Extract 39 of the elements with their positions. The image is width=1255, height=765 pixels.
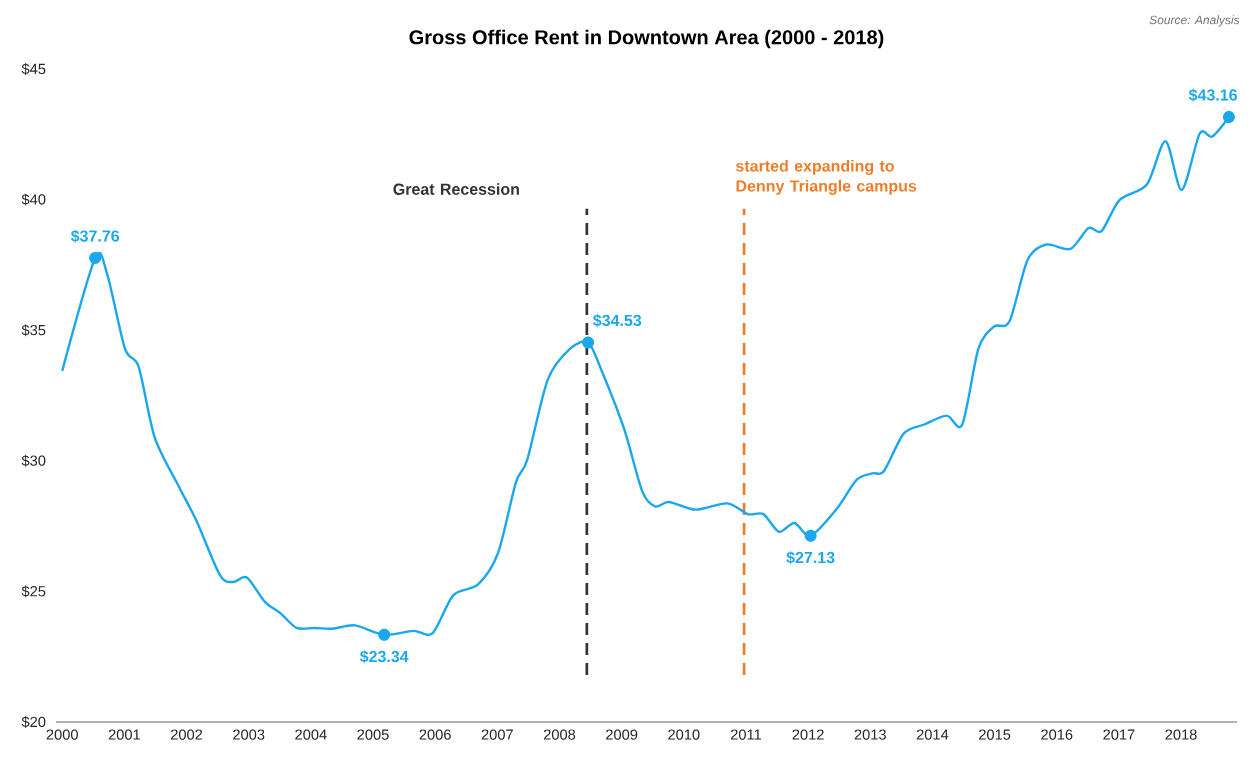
x-tick-label: 2016	[1041, 729, 1073, 740]
x-tick-label: 2005	[357, 729, 389, 740]
x-tick-label: 2007	[481, 729, 513, 740]
x-tick-label: 2001	[108, 729, 140, 740]
x-tick-label: 2014	[916, 729, 949, 740]
x-tick-label: 2013	[854, 729, 886, 740]
x-tick-label: 2000	[46, 729, 78, 740]
annotation: $43.16	[1188, 88, 1237, 102]
x-tick-label: 2004	[295, 729, 327, 740]
y-tick-label: $30	[21, 454, 46, 467]
x-tick-label: 2017	[1103, 729, 1135, 740]
ref-line-label: Great Recession	[393, 183, 519, 195]
annotation: $34.53	[593, 314, 642, 328]
x-tick-label: 2006	[419, 729, 451, 740]
x-tick-label: 2010	[668, 729, 700, 740]
x-tick-label: 2008	[543, 729, 576, 740]
x-tick-label: 2009	[606, 729, 638, 740]
ref-line-label: started expanding to Denny Triangle campus	[736, 159, 917, 195]
point	[804, 529, 817, 542]
point	[1222, 111, 1235, 124]
x-tick-label: 2002	[170, 729, 203, 740]
y-tick-label: $20	[21, 716, 46, 728]
chart-title: Gross Office Rent in Downtown Area (2000 - 2018)	[409, 29, 884, 49]
point	[89, 252, 102, 265]
point	[582, 336, 595, 349]
x-tick-label: 2003	[233, 729, 265, 740]
y-tick-label: $35	[21, 324, 46, 337]
y-tick-label: $25	[21, 585, 46, 598]
annotation: $37.76	[70, 229, 120, 243]
y-tick-label: $45	[21, 63, 46, 75]
y-tick-label: $40	[21, 193, 46, 206]
annotation: $23.34	[359, 650, 409, 664]
point	[378, 628, 391, 641]
x-tick-label: 2012	[792, 729, 824, 740]
x-tick-label: 2011	[730, 729, 762, 740]
x-tick-label: 2018	[1165, 729, 1197, 740]
x-tick-label: 2015	[979, 729, 1011, 740]
source-note: Source: Analysis	[1149, 15, 1240, 27]
annotation: $27.13	[786, 551, 835, 565]
